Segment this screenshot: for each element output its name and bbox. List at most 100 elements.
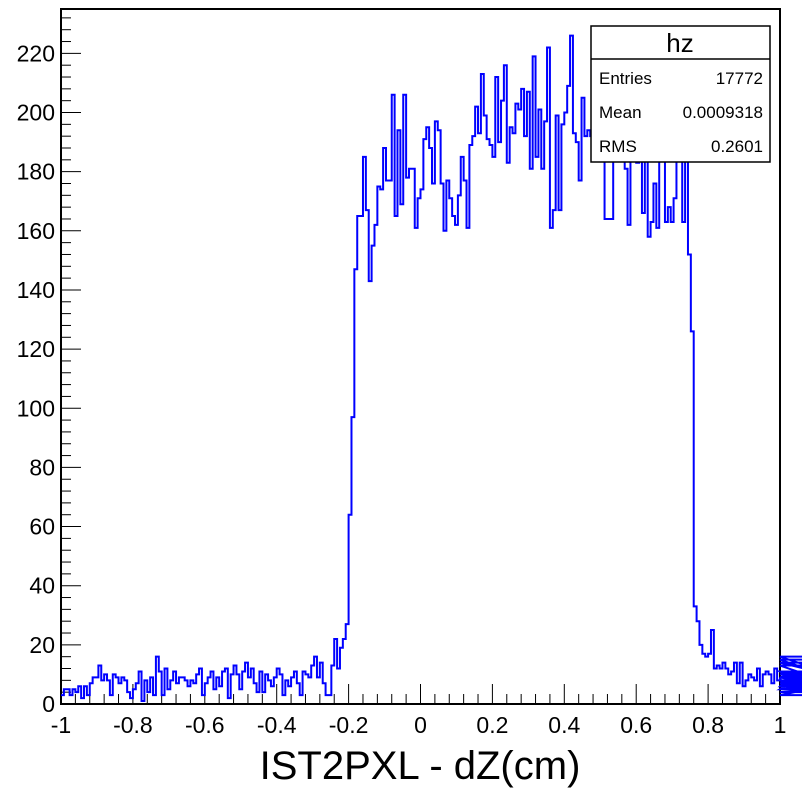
- y-tick-label: 20: [29, 632, 55, 658]
- histogram-bin: [61, 695, 64, 704]
- histogram-bin: [527, 92, 530, 704]
- stats-rms-value: 0.2601: [711, 137, 763, 156]
- histogram-bin: [415, 228, 418, 704]
- histogram-bin: [728, 674, 731, 704]
- histogram-bin: [308, 677, 311, 704]
- histogram-bin: [188, 686, 191, 704]
- y-tick-label: 200: [17, 100, 55, 126]
- y-axis-labels: 0 20 40 60 80 100 120 140 160 180 200 220: [17, 40, 55, 717]
- histogram-bin: [449, 198, 452, 704]
- histogram-bin: [550, 228, 553, 704]
- histogram-bin: [380, 189, 383, 704]
- histogram-bin: [484, 115, 487, 704]
- histogram-bin: [524, 136, 527, 704]
- histogram-bin: [366, 210, 369, 704]
- histogram-bin: [423, 139, 426, 704]
- y-tick-label: 140: [17, 277, 55, 303]
- x-tick-label: -0.8: [113, 712, 153, 738]
- histogram-bin: [360, 216, 363, 704]
- histogram-line: [61, 34, 802, 703]
- y-axis-ticks: [61, 52, 81, 705]
- x-tick-label: -0.6: [185, 712, 225, 738]
- histogram-bin: [679, 151, 682, 704]
- histogram-bin: [619, 151, 622, 704]
- histogram-bin: [561, 124, 564, 704]
- histogram-bin: [357, 216, 360, 704]
- histogram-bin: [777, 680, 780, 704]
- histogram-bin: [363, 157, 366, 704]
- histogram-bin: [705, 657, 708, 704]
- histogram-bin: [153, 695, 156, 704]
- histogram-bin: [461, 157, 464, 704]
- histogram-bin: [651, 222, 654, 704]
- histogram-bin: [119, 683, 122, 704]
- histogram-bin: [510, 127, 513, 704]
- histogram-bin: [708, 654, 711, 704]
- x-tick-label: 0.4: [548, 712, 580, 738]
- histogram-bin: [446, 181, 449, 704]
- histogram-bin: [395, 216, 398, 704]
- histogram-bin: [167, 689, 170, 704]
- histogram-bin: [182, 677, 185, 704]
- histogram-bin: [495, 77, 498, 704]
- histogram-bin: [613, 139, 616, 704]
- histogram-bin: [751, 677, 754, 704]
- histogram-bin: [444, 231, 447, 704]
- histogram-bin: [193, 683, 196, 704]
- histogram-bin: [87, 695, 90, 704]
- histogram-bin: [636, 163, 639, 704]
- histogram-bin: [720, 669, 723, 704]
- histogram-bin: [573, 133, 576, 704]
- x-tick-label: -0.2: [329, 712, 369, 738]
- histogram-bin: [717, 666, 720, 704]
- histogram-bin: [682, 222, 685, 704]
- histogram-bin: [702, 654, 705, 704]
- histogram-bin: [665, 222, 668, 704]
- histogram-bin: [559, 210, 562, 704]
- histogram-bin: [481, 74, 484, 704]
- histogram-bin: [305, 674, 308, 704]
- x-tick-label: -1: [51, 712, 71, 738]
- histogram-bin: [441, 183, 444, 704]
- y-axis-minor-ticks: [61, 17, 71, 693]
- histogram-bin: [317, 677, 320, 704]
- histogram-bin: [607, 219, 610, 704]
- x-axis-minor-ticks: [74, 694, 767, 704]
- histogram-bin: [248, 677, 251, 704]
- histogram-bin: [213, 689, 216, 704]
- histogram-bin: [458, 195, 461, 704]
- histogram-bin: [656, 228, 659, 704]
- histogram-bin: [648, 237, 651, 704]
- histogram-bin: [544, 121, 547, 704]
- histogram-bin: [70, 695, 73, 704]
- histogram-bin: [490, 145, 493, 704]
- histogram-bin: [409, 169, 412, 704]
- histogram-bin: [593, 71, 596, 704]
- histogram-bin: [731, 671, 734, 704]
- histogram-bin: [369, 281, 372, 704]
- histogram-bin: [472, 136, 475, 704]
- y-tick-label: 0: [42, 691, 55, 717]
- histogram-bin: [374, 225, 377, 704]
- histogram-bin: [469, 145, 472, 704]
- histogram-bin: [671, 222, 674, 704]
- histogram-bin: [110, 695, 113, 704]
- histogram-bin: [400, 204, 403, 704]
- histogram-bin: [219, 686, 222, 704]
- y-tick-label: 40: [29, 573, 55, 599]
- histogram-bin: [553, 210, 556, 704]
- stats-mean-label: Mean: [599, 103, 642, 122]
- histogram-bin: [202, 695, 205, 704]
- histogram-bin: [429, 148, 432, 704]
- y-tick-label: 80: [29, 454, 55, 480]
- histogram-bin: [257, 692, 260, 704]
- histogram-bin: [737, 683, 740, 704]
- histogram-bin: [622, 110, 625, 704]
- histogram-bin: [766, 671, 769, 704]
- histogram-bin: [386, 181, 389, 704]
- histogram-bin: [541, 169, 544, 704]
- histogram-bin: [596, 113, 599, 704]
- histogram-bin: [75, 692, 78, 704]
- histogram-bin: [101, 680, 104, 704]
- y-tick-label: 100: [17, 395, 55, 421]
